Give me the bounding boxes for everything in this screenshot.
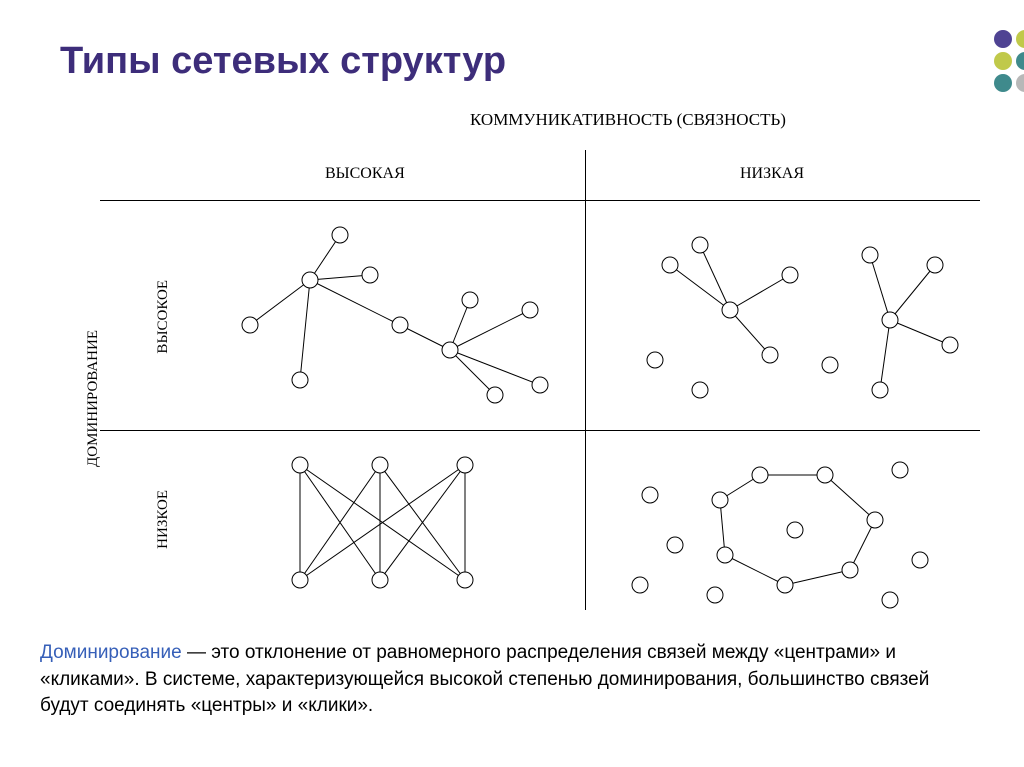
- edge: [785, 570, 850, 585]
- node: [647, 352, 663, 368]
- edge: [725, 555, 785, 585]
- network-low-high: [240, 440, 540, 610]
- node: [487, 387, 503, 403]
- node: [522, 302, 538, 318]
- node: [457, 457, 473, 473]
- node: [302, 272, 318, 288]
- node: [292, 572, 308, 588]
- matrix-diagram: КОММУНИКАТИВНОСТЬ (СВЯЗНОСТЬ) ВЫСОКАЯ НИ…: [40, 110, 980, 620]
- node: [752, 467, 768, 483]
- grid-line-top: [100, 200, 980, 201]
- decor-dot: [994, 52, 1012, 70]
- grid-line-mid: [100, 430, 980, 431]
- caption-text: Доминирование — это отклонение от равном…: [40, 640, 980, 720]
- node: [927, 257, 943, 273]
- node: [372, 572, 388, 588]
- node: [942, 337, 958, 353]
- decor-dot: [994, 30, 1012, 48]
- node: [292, 457, 308, 473]
- network-high-low: [600, 205, 970, 425]
- node: [692, 382, 708, 398]
- node: [787, 522, 803, 538]
- grid-line-vert: [585, 150, 586, 610]
- node: [862, 247, 878, 263]
- node: [722, 302, 738, 318]
- caption-lead: Доминирование: [40, 642, 182, 663]
- node: [867, 512, 883, 528]
- edge: [450, 350, 540, 385]
- edge: [730, 275, 790, 310]
- axis-label-top: КОММУНИКАТИВНОСТЬ (СВЯЗНОСТЬ): [470, 110, 786, 130]
- row-header-1: ВЫСОКОЕ: [155, 280, 172, 354]
- network-low-low: [600, 435, 970, 615]
- node: [872, 382, 888, 398]
- node: [782, 267, 798, 283]
- node: [292, 372, 308, 388]
- node: [882, 312, 898, 328]
- decor-dot: [994, 74, 1012, 92]
- node: [912, 552, 928, 568]
- edge: [730, 310, 770, 355]
- edge: [825, 475, 875, 520]
- edge: [250, 280, 310, 325]
- node: [817, 467, 833, 483]
- node: [662, 257, 678, 273]
- node: [822, 357, 838, 373]
- network-high-high: [210, 205, 580, 425]
- edge: [700, 245, 730, 310]
- edge: [890, 320, 950, 345]
- node: [532, 377, 548, 393]
- node: [392, 317, 408, 333]
- edge: [880, 320, 890, 390]
- node: [892, 462, 908, 478]
- node: [777, 577, 793, 593]
- edge: [300, 280, 310, 380]
- node: [717, 547, 733, 563]
- node: [707, 587, 723, 603]
- edge: [450, 350, 495, 395]
- decor-dot: [1016, 30, 1024, 48]
- edge: [310, 280, 400, 325]
- decor-dot: [1016, 52, 1024, 70]
- col-header-1: ВЫСОКАЯ: [325, 165, 405, 183]
- node: [882, 592, 898, 608]
- node: [642, 487, 658, 503]
- node: [842, 562, 858, 578]
- edge: [670, 265, 730, 310]
- slide-title: Типы сетевых структур: [60, 40, 506, 83]
- node: [692, 237, 708, 253]
- edge: [310, 275, 370, 280]
- edge: [890, 265, 935, 320]
- node: [457, 572, 473, 588]
- decor-dot: [1016, 74, 1024, 92]
- col-header-2: НИЗКАЯ: [740, 165, 804, 183]
- row-header-2: НИЗКОЕ: [155, 490, 172, 549]
- node: [242, 317, 258, 333]
- edge: [450, 310, 530, 350]
- axis-label-side: ДОМИНИРОВАНИЕ: [85, 330, 102, 467]
- node: [372, 457, 388, 473]
- edge: [870, 255, 890, 320]
- node: [632, 577, 648, 593]
- node: [667, 537, 683, 553]
- node: [362, 267, 378, 283]
- node: [762, 347, 778, 363]
- node: [442, 342, 458, 358]
- node: [332, 227, 348, 243]
- node: [712, 492, 728, 508]
- node: [462, 292, 478, 308]
